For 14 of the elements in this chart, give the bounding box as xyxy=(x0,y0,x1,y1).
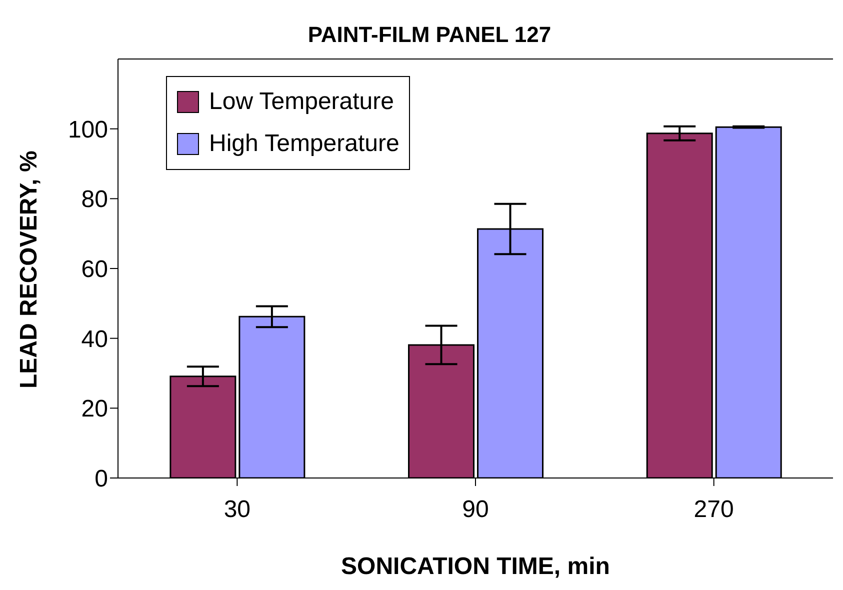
y-axis-title: LEAD RECOVERY, % xyxy=(16,150,43,388)
y-tick-label: 60 xyxy=(81,256,108,284)
legend-label: High Temperature xyxy=(209,129,400,159)
y-tick-label: 0 xyxy=(94,466,108,493)
x-tick-label: 30 xyxy=(224,496,251,524)
chart-title: PAINT-FILM PANEL 127 xyxy=(306,22,552,48)
legend-label: Low Temperature xyxy=(209,87,394,117)
y-tick-label: 100 xyxy=(68,116,108,144)
x-tick-label: 90 xyxy=(462,496,489,524)
y-tick-label: 80 xyxy=(81,186,108,214)
x-tick-label: 270 xyxy=(694,496,734,524)
y-tick-label: 20 xyxy=(81,396,108,423)
y-tick-label: 40 xyxy=(81,326,108,353)
x-axis-title: SONICATION TIME, min xyxy=(341,553,610,580)
